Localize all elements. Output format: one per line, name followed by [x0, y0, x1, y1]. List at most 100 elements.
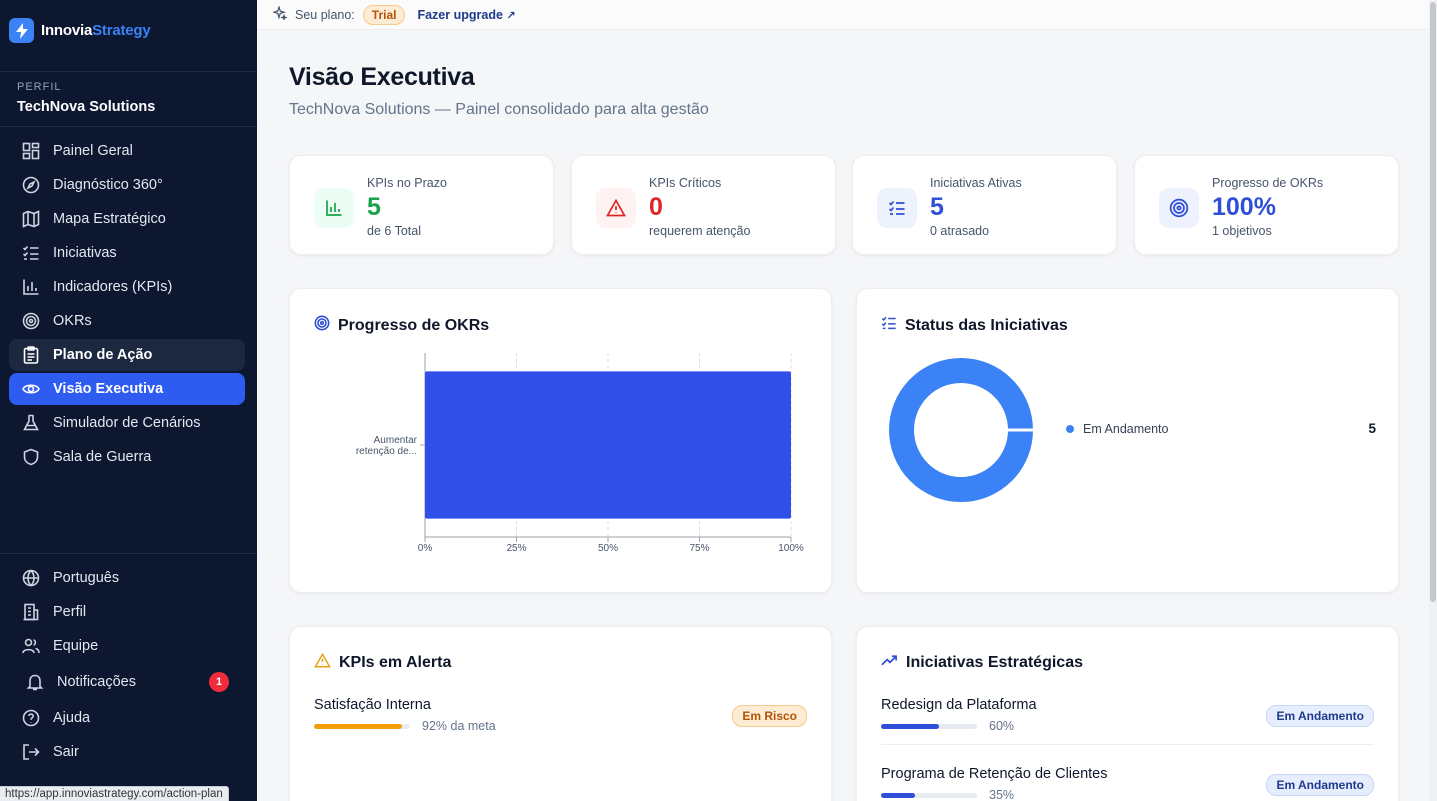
shield-icon: [21, 447, 41, 467]
main-nav: Painel Geral Diagnóstico 360° Mapa Estra…: [9, 135, 245, 475]
x-tick-label: 0%: [418, 543, 433, 554]
legend-item: Em Andamento 5: [1066, 421, 1376, 436]
users-icon: [21, 636, 41, 656]
kpi-label: Progresso de OKRs: [1212, 176, 1324, 190]
kpi-sub: 0 atrasado: [930, 224, 990, 238]
trending-up-icon: [881, 653, 898, 672]
initiative-progress-text: 60%: [989, 719, 1015, 733]
logout-icon: [21, 742, 41, 762]
y-tick-label: Aumentar: [374, 435, 418, 446]
initiative-status-panel: Status das Iniciativas Em Andamento 5: [856, 288, 1399, 593]
nav-label: Português: [53, 570, 120, 586]
alert-kpi-progress-text: 92% da meta: [422, 719, 496, 733]
legend-value: 5: [1368, 421, 1376, 436]
upgrade-link[interactable]: Fazer upgrade ↗: [417, 8, 515, 22]
divider: [0, 71, 257, 72]
kpi-label: KPIs Críticos: [649, 176, 722, 190]
okr-bar: [425, 371, 791, 519]
initiative-name[interactable]: Redesign da Plataforma: [881, 697, 1037, 713]
nav-item-equipe[interactable]: Equipe: [9, 630, 245, 662]
initiative-status-donut: [889, 358, 1034, 502]
panel-title: Status das Iniciativas: [905, 316, 1068, 334]
nav-item-mapa-estrategico[interactable]: Mapa Estratégico: [9, 203, 245, 235]
scrollbar[interactable]: [1429, 0, 1437, 801]
nav-item-visao-executiva[interactable]: Visão Executiva: [9, 373, 245, 405]
panel-header: Status das Iniciativas: [881, 315, 1068, 336]
nav-item-sair[interactable]: Sair: [9, 736, 245, 768]
nav-label: Notificações: [57, 674, 136, 690]
panel-title: Progresso de OKRs: [338, 316, 490, 334]
okr-progress-panel: Progresso de OKRs 0% 25% 50% 75% 100% Aumenta…: [289, 288, 832, 593]
nav-item-okrs[interactable]: OKRs: [9, 305, 245, 337]
kpi-card-okr-progress: Progresso de OKRs 100% 1 objetivos: [1134, 155, 1399, 255]
brand-name: InnoviaStrategy: [41, 22, 151, 39]
nav-item-painel-geral[interactable]: Painel Geral: [9, 135, 245, 167]
panel-title: KPIs em Alerta: [339, 654, 452, 671]
x-tick-label: 50%: [598, 543, 618, 554]
map-icon: [21, 209, 41, 229]
nav-label: Simulador de Cenários: [53, 415, 201, 431]
brand-logo-link[interactable]: InnoviaStrategy: [9, 18, 151, 43]
x-tick-label: 25%: [506, 543, 526, 554]
globe-icon: [21, 568, 41, 588]
nav-item-indicadores[interactable]: Indicadores (KPIs): [9, 271, 245, 303]
nav-item-iniciativas[interactable]: Iniciativas: [9, 237, 245, 269]
panel-header: Progresso de OKRs: [314, 315, 489, 336]
clipboard-icon: [21, 345, 41, 365]
bell-icon: [25, 672, 45, 692]
nav-item-sala-de-guerra[interactable]: Sala de Guerra: [9, 441, 245, 473]
checklist-icon: [877, 188, 917, 228]
progress-fill: [314, 724, 403, 729]
profile-name[interactable]: TechNova Solutions: [17, 99, 156, 115]
notification-count-badge: 1: [209, 672, 229, 692]
nav-label: Visão Executiva: [53, 381, 164, 397]
status-badge: Em Risco: [732, 705, 807, 727]
nav-label: Perfil: [53, 604, 87, 620]
alert-kpi-name[interactable]: Satisfação Interna: [314, 697, 431, 713]
status-badge: Em Andamento: [1266, 705, 1374, 727]
x-tick-label: 100%: [778, 543, 804, 554]
divider: [0, 553, 257, 554]
scrollbar-thumb[interactable]: [1430, 2, 1436, 602]
nav-label: Iniciativas: [53, 245, 117, 261]
kpi-value: 0: [649, 193, 663, 221]
kpi-sub: de 6 Total: [367, 224, 421, 238]
eye-icon: [21, 379, 41, 399]
panel-header: Iniciativas Estratégicas: [881, 653, 1083, 672]
page-subtitle: TechNova Solutions — Painel consolidado …: [289, 101, 709, 118]
checklist-icon: [21, 243, 41, 263]
plan-badge: Trial: [362, 4, 406, 25]
external-link-icon: ↗: [506, 9, 516, 22]
nav-label: Sala de Guerra: [53, 449, 152, 465]
nav-item-ajuda[interactable]: Ajuda: [9, 702, 245, 734]
panel-title: Iniciativas Estratégicas: [906, 653, 1083, 671]
kpi-card-active-initiatives: Iniciativas Ativas 5 0 atrasado: [852, 155, 1117, 255]
nav-label: OKRs: [53, 313, 92, 329]
plan-bar: Seu plano: Trial Fazer upgrade ↗: [257, 0, 1429, 30]
nav-item-simulador[interactable]: Simulador de Cenários: [9, 407, 245, 439]
nav-item-language[interactable]: Português: [9, 562, 245, 594]
nav-label: Equipe: [53, 638, 99, 654]
initiative-name[interactable]: Programa de Retenção de Clientes: [881, 766, 1108, 782]
divider: [881, 744, 1374, 745]
progress-fill: [881, 724, 939, 729]
nav-item-plano-de-acao[interactable]: Plano de Ação: [9, 339, 245, 371]
panel-header: KPIs em Alerta: [314, 652, 452, 673]
divider: [0, 126, 257, 127]
nav-item-perfil[interactable]: Perfil: [9, 596, 245, 628]
strategic-initiatives-panel: Iniciativas Estratégicas Redesign da Pla…: [856, 626, 1399, 801]
kpi-card-critical: KPIs Críticos 0 requerem atenção: [571, 155, 836, 255]
kpi-sub: 1 objetivos: [1212, 224, 1272, 238]
main-content: Seu plano: Trial Fazer upgrade ↗ Visão E…: [257, 0, 1437, 801]
kpi-label: Iniciativas Ativas: [930, 176, 1022, 190]
nav-label: Diagnóstico 360°: [53, 177, 163, 193]
initiative-progress-bar: [881, 793, 977, 798]
bar-chart-icon: [314, 188, 354, 228]
nav-item-diagnostico[interactable]: Diagnóstico 360°: [9, 169, 245, 201]
status-badge: Em Andamento: [1266, 774, 1374, 796]
nav-item-notificacoes[interactable]: Notificações 1: [9, 664, 245, 700]
help-icon: [21, 708, 41, 728]
target-icon: [1159, 188, 1199, 228]
nav-label: Painel Geral: [53, 143, 133, 159]
